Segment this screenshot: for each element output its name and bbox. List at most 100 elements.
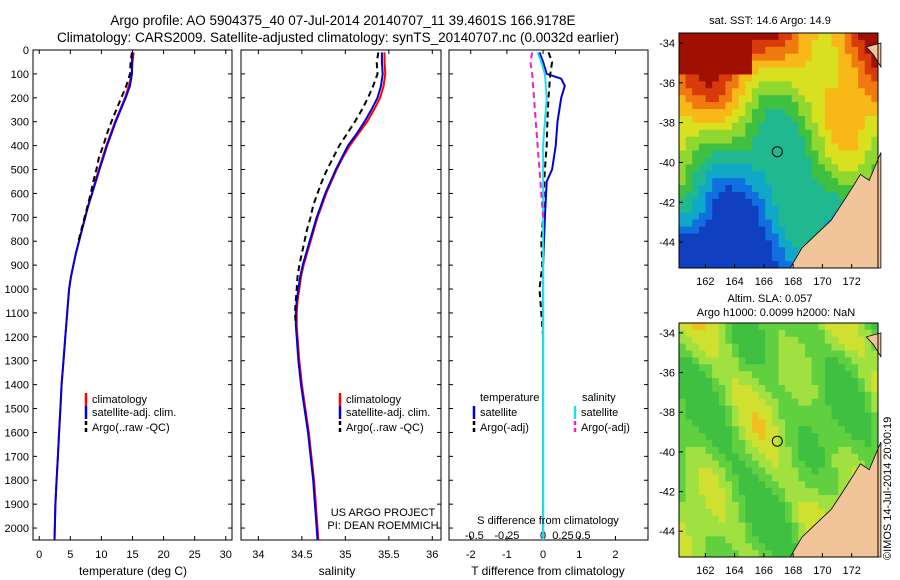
map-cell <box>811 391 819 400</box>
map-cell <box>818 378 826 386</box>
map-cell <box>679 150 687 158</box>
map-cell <box>785 378 793 386</box>
map-cell <box>738 543 746 551</box>
map-cell <box>791 412 799 420</box>
map-cell <box>698 46 706 55</box>
map-cell <box>718 261 726 269</box>
map-cell <box>751 440 759 448</box>
map-cell <box>824 46 832 55</box>
map-cell <box>765 488 773 496</box>
legend-label-t-argo: Argo(-adj) <box>480 422 529 434</box>
map-cell <box>824 426 832 434</box>
map-cell <box>778 398 786 406</box>
map-cell <box>851 81 859 89</box>
map-cell <box>679 474 687 482</box>
map-cell <box>732 501 740 510</box>
map-cell <box>778 501 786 510</box>
map-cell <box>798 150 806 158</box>
map-cell <box>851 102 859 110</box>
map-cell <box>738 81 746 89</box>
map-cell <box>831 364 839 372</box>
map-cell <box>785 433 793 441</box>
map-cell <box>831 412 839 420</box>
map-cell <box>851 426 859 434</box>
map-cell <box>851 129 859 138</box>
map-cell <box>718 508 726 517</box>
map-cell <box>712 185 720 193</box>
map-cell <box>685 336 693 345</box>
map-cell <box>771 226 779 234</box>
map-cell <box>844 336 852 345</box>
map-cell <box>732 95 740 103</box>
map-cell <box>712 191 720 200</box>
map-cell <box>712 171 720 179</box>
map-cell <box>685 67 693 75</box>
map-cell <box>785 501 793 510</box>
map-cell <box>732 440 740 448</box>
map-cell <box>712 122 720 131</box>
map-cell <box>718 129 726 138</box>
map-cell <box>751 219 759 227</box>
map-cell <box>685 440 693 448</box>
map-cell <box>758 60 766 68</box>
map-cell <box>844 398 852 406</box>
map-cell <box>838 178 846 186</box>
map-cell <box>785 453 793 462</box>
map-cell <box>778 412 786 420</box>
map-cell <box>785 88 793 96</box>
map-cell <box>751 364 759 372</box>
map-cell <box>831 53 839 62</box>
map-cell <box>864 412 872 420</box>
map-cell <box>851 378 859 386</box>
x-tick-label: 20 <box>157 549 169 561</box>
map-cell <box>732 412 740 420</box>
map-cell <box>745 164 753 172</box>
map-cell <box>712 343 720 351</box>
land-north-island <box>865 332 882 359</box>
map-cell <box>771 391 779 400</box>
map-cell <box>738 426 746 434</box>
map-cell <box>844 60 852 68</box>
map-cell <box>851 460 859 468</box>
map-cell <box>785 205 793 214</box>
map-cell <box>771 343 779 351</box>
salinity-panel: 34 34.5 35 35.5 36 climatology satellite-adj… <box>240 49 442 578</box>
map-cell <box>824 350 832 358</box>
map-cell <box>738 501 746 510</box>
map-cell <box>698 343 706 351</box>
map-cell <box>745 398 753 406</box>
map-cell <box>679 495 687 503</box>
map-cell <box>831 481 839 489</box>
map-cell <box>698 150 706 158</box>
map-cell <box>778 529 786 537</box>
map-cell <box>751 240 759 248</box>
x-tick-label: 35 <box>339 549 351 561</box>
map-cell <box>692 474 700 482</box>
map-cell <box>765 226 773 234</box>
map-cell <box>858 364 866 372</box>
map-cell <box>738 46 746 55</box>
legend-label-t-satellite: satellite <box>480 407 517 419</box>
map-cell <box>858 405 866 413</box>
map-cell <box>785 323 793 331</box>
map-cell <box>738 412 746 420</box>
map-cell <box>765 219 773 227</box>
map-cell <box>844 95 852 103</box>
map-cell <box>824 336 832 345</box>
map-cell <box>798 226 806 234</box>
map-cell <box>725 136 733 144</box>
map-cell <box>818 164 826 172</box>
map-cell <box>758 240 766 248</box>
map-cell <box>785 115 793 124</box>
map-cell <box>732 53 740 62</box>
map-cell <box>831 171 839 179</box>
map-cell <box>771 481 779 489</box>
map-cell <box>718 212 726 221</box>
map-cell <box>712 488 720 496</box>
map-cell <box>765 53 773 62</box>
map-cell <box>685 467 693 475</box>
map-cell <box>778 74 786 82</box>
map-cell <box>811 88 819 96</box>
map-cell <box>831 405 839 413</box>
map-cell <box>818 157 826 165</box>
